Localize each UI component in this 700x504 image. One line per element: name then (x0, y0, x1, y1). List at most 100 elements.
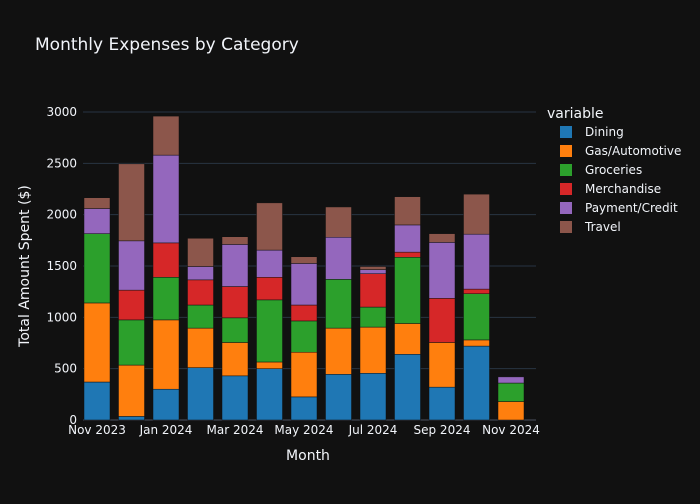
bar-segment[interactable] (83, 381, 111, 421)
legend-label: Payment/Credit (585, 201, 678, 215)
bar-segment[interactable] (83, 233, 111, 304)
bar-segment[interactable] (463, 293, 490, 341)
y-axis-label: Total Amount Spent ($) (17, 185, 33, 348)
bar-segment[interactable] (187, 304, 214, 329)
bar-segment[interactable] (152, 154, 180, 244)
bar-segment[interactable] (152, 388, 180, 421)
y-tick-label: 1000 (46, 310, 77, 324)
legend-item[interactable]: Dining (560, 125, 624, 139)
bar-segment[interactable] (325, 206, 352, 238)
bar-segment[interactable] (187, 279, 214, 306)
bar-segment[interactable] (394, 224, 421, 253)
bar-segment[interactable] (152, 277, 180, 321)
legend-item[interactable]: Travel (560, 220, 621, 234)
bar-segment[interactable] (221, 286, 249, 319)
x-tick-label: Mar 2024 (207, 423, 264, 437)
bar-segment[interactable] (152, 115, 180, 156)
bar-segment[interactable] (325, 237, 352, 280)
x-tick-label: May 2024 (274, 423, 333, 437)
bar-segment[interactable] (187, 266, 214, 281)
bar-segment[interactable] (497, 382, 525, 402)
bar-segment[interactable] (428, 342, 456, 388)
bar-segment[interactable] (359, 326, 387, 374)
bar-segment[interactable] (463, 345, 490, 421)
legend-item[interactable]: Merchandise (560, 182, 661, 196)
bar-segment[interactable] (83, 197, 111, 209)
bar-segment[interactable] (497, 376, 525, 384)
legend-label: Merchandise (585, 182, 661, 196)
x-tick-label: Jul 2024 (348, 423, 398, 437)
bar-segment[interactable] (463, 233, 490, 290)
bar-segment[interactable] (118, 319, 145, 366)
bar-segment[interactable] (290, 320, 318, 353)
bar-segment[interactable] (118, 364, 145, 417)
bar-segment[interactable] (359, 269, 387, 274)
bar-segment[interactable] (325, 374, 352, 421)
bar-segment[interactable] (118, 289, 145, 321)
bar-segment[interactable] (290, 396, 318, 421)
bar-segment[interactable] (394, 354, 421, 421)
bar-segment[interactable] (221, 244, 249, 287)
legend-label: Groceries (585, 163, 642, 177)
bar-segment[interactable] (428, 386, 456, 421)
bar-segment[interactable] (359, 266, 387, 270)
bar-segment[interactable] (256, 361, 283, 369)
bar-segment[interactable] (221, 317, 249, 343)
legend-swatch (560, 202, 572, 214)
bar-segment[interactable] (290, 304, 318, 322)
bar-segment[interactable] (290, 263, 318, 306)
bar-segment[interactable] (118, 240, 145, 291)
bar-segment[interactable] (256, 249, 283, 278)
x-tick-label: Nov 2023 (68, 423, 126, 437)
bar-segment[interactable] (221, 342, 249, 377)
legend-item[interactable]: Payment/Credit (560, 201, 678, 215)
bar-segment[interactable] (394, 251, 421, 258)
bar-segment[interactable] (187, 327, 214, 368)
bar-segment[interactable] (325, 327, 352, 375)
bar-segment[interactable] (256, 202, 283, 251)
bar-segment[interactable] (221, 236, 249, 245)
x-tick-label: Jan 2024 (139, 423, 193, 437)
bar-segment[interactable] (118, 416, 145, 421)
bar-segment[interactable] (428, 233, 456, 243)
legend-label: Gas/Automotive (585, 144, 681, 158)
y-tick-label: 0 (69, 413, 77, 427)
bar-segment[interactable] (256, 368, 283, 421)
bar-segment[interactable] (359, 273, 387, 308)
bar-segment[interactable] (497, 401, 525, 421)
legend-swatch (560, 126, 572, 138)
bar-segment[interactable] (83, 302, 111, 383)
bar-segment[interactable] (428, 242, 456, 299)
legend-item[interactable]: Groceries (560, 163, 642, 177)
bar-segment[interactable] (290, 256, 318, 264)
bar-segment[interactable] (256, 299, 283, 363)
bar-segment[interactable] (428, 298, 456, 343)
legend-item[interactable]: Gas/Automotive (560, 144, 681, 158)
bars-layer (83, 115, 525, 421)
x-axis-label: Month (286, 448, 330, 464)
bar-segment[interactable] (394, 257, 421, 324)
bar-segment[interactable] (187, 367, 214, 421)
legend-title: variable (547, 106, 603, 122)
bar-segment[interactable] (394, 196, 421, 226)
bar-segment[interactable] (290, 351, 318, 398)
bar-segment[interactable] (463, 288, 490, 294)
bar-segment[interactable] (325, 279, 352, 329)
bar-segment[interactable] (256, 277, 283, 301)
bar-segment[interactable] (463, 339, 490, 347)
bar-segment[interactable] (152, 319, 180, 390)
bar-segment[interactable] (463, 193, 490, 235)
legend-label: Dining (585, 125, 624, 139)
bar-segment[interactable] (152, 242, 180, 278)
legend-swatch (560, 183, 572, 195)
bar-segment[interactable] (83, 208, 111, 234)
bar-segment[interactable] (221, 375, 249, 421)
bar-segment[interactable] (359, 373, 387, 421)
bar-segment[interactable] (359, 306, 387, 328)
legend-swatch (560, 164, 572, 176)
bar-segment[interactable] (394, 323, 421, 355)
bar-segment[interactable] (187, 238, 214, 267)
bar-segment[interactable] (118, 163, 145, 242)
y-tick-label: 2000 (46, 208, 77, 222)
